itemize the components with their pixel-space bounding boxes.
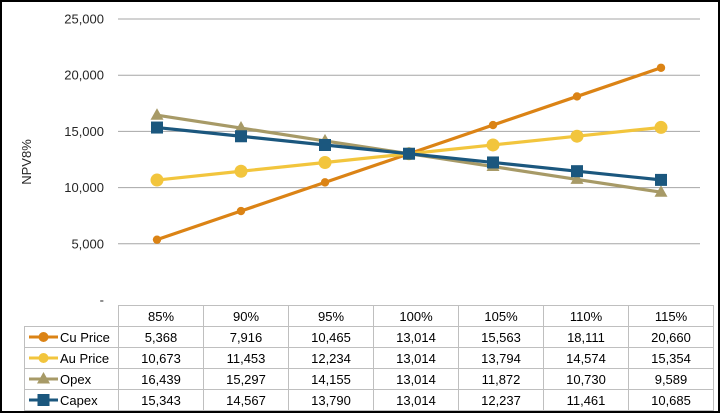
value-cell-capex-100%: 13,014: [373, 389, 459, 411]
column-header-90%: 90%: [203, 305, 289, 327]
y-axis-title: NPV8%: [19, 139, 34, 185]
value-cell-opex-110%: 10,730: [543, 368, 629, 390]
y-tick-label: 15,000: [64, 124, 104, 139]
marker-capex-95%: [319, 139, 331, 152]
marker-opex-85%: [150, 108, 164, 120]
column-header-95%: 95%: [288, 305, 374, 327]
y-tick-label: -: [100, 293, 104, 308]
value-cell-capex-105%: 12,237: [458, 389, 544, 411]
legend-cell-au-price: Au Price: [24, 347, 119, 369]
value-cell-capex-85%: 15,343: [118, 389, 204, 411]
marker-opex-110%: [570, 172, 584, 184]
value-cell-au-price-100%: 13,014: [373, 347, 459, 369]
marker-cu-price-115%: [656, 63, 666, 72]
marker-capex-110%: [571, 165, 583, 178]
marker-cu-price-110%: [572, 92, 582, 101]
marker-au-price-90%: [234, 164, 248, 178]
y-tick-label: 20,000: [64, 68, 104, 83]
value-cell-au-price-115%: 15,354: [628, 347, 714, 369]
value-cell-capex-110%: 11,461: [543, 389, 629, 411]
chart-data-table: 85% 90% 95% 100% 105% 110% 115% Cu Price 5,368 7,…: [24, 305, 714, 411]
marker-au-price-95%: [318, 155, 332, 169]
value-cell-opex-115%: 9,589: [628, 368, 714, 390]
value-cell-au-price-85%: 10,673: [118, 347, 204, 369]
value-cell-au-price-105%: 13,794: [458, 347, 544, 369]
marker-capex-85%: [151, 121, 163, 134]
value-cell-opex-100%: 13,014: [373, 368, 459, 390]
value-cell-au-price-110%: 14,574: [543, 347, 629, 369]
marker-cu-price-90%: [236, 206, 246, 216]
column-header-110%: 110%: [543, 305, 629, 327]
series-label: Cu Price: [60, 329, 110, 345]
value-cell-opex-105%: 11,872: [458, 368, 544, 390]
marker-capex-115%: [655, 173, 667, 186]
column-header-105%: 105%: [458, 305, 544, 327]
value-cell-cu-price-115%: 20,660: [628, 326, 714, 348]
value-cell-cu-price-100%: 13,014: [373, 326, 459, 348]
legend-entry: Capex: [26, 391, 118, 410]
marker-capex-90%: [235, 130, 247, 143]
y-tick-label: 5,000: [71, 236, 104, 251]
table-row-au-price: Au Price 10,673 11,453 12,234 13,014 13,794 14…: [24, 347, 714, 369]
series-label: Capex: [60, 392, 98, 408]
marker-au-price-85%: [150, 173, 164, 187]
legend-key-opex-icon: [29, 372, 58, 384]
legend-entry: Opex: [26, 370, 118, 389]
value-cell-cu-price-85%: 5,368: [118, 326, 204, 348]
value-cell-opex-95%: 14,155: [288, 368, 374, 390]
marker-au-price-105%: [486, 138, 500, 152]
value-cell-cu-price-90%: 7,916: [203, 326, 289, 348]
column-header-100%: 100%: [373, 305, 459, 327]
legend-key-capex-icon: [29, 394, 58, 406]
value-cell-au-price-90%: 11,453: [203, 347, 289, 369]
table-row-opex: Opex 16,439 15,297 14,155 13,014 11,872 10,730…: [24, 368, 714, 390]
chart-data-table-body: 85% 90% 95% 100% 105% 110% 115% Cu Price 5,368 7,…: [24, 305, 714, 411]
value-cell-au-price-95%: 12,234: [288, 347, 374, 369]
series-capex: [151, 121, 667, 186]
legend-key-au-price-icon: [29, 353, 58, 363]
column-header-85%: 85%: [118, 305, 204, 327]
legend-marker: [37, 372, 50, 384]
y-tick-label: 25,000: [64, 12, 104, 27]
legend-cell-opex: Opex: [24, 368, 119, 390]
marker-cu-price-105%: [488, 120, 498, 130]
marker-opex-90%: [234, 121, 248, 133]
series-label: Opex: [60, 371, 92, 387]
legend-cell-capex: Capex: [24, 389, 119, 411]
legend-entry: Cu Price: [26, 328, 118, 347]
series-label: Au Price: [60, 350, 110, 366]
marker-au-price-115%: [654, 120, 668, 134]
legend-entry: Au Price: [26, 349, 118, 368]
value-cell-capex-90%: 14,567: [203, 389, 289, 411]
legend-marker: [38, 353, 49, 363]
table-row-capex: Capex 15,343 14,567 13,790 13,014 12,237 11,46…: [24, 389, 714, 411]
value-cell-opex-85%: 16,439: [118, 368, 204, 390]
value-cell-cu-price-110%: 18,111: [543, 326, 629, 348]
table-header-row: 85% 90% 95% 100% 105% 110% 115%: [25, 305, 714, 327]
marker-au-price-110%: [570, 129, 584, 143]
legend-cell-cu-price: Cu Price: [24, 326, 119, 348]
marker-cu-price-85%: [152, 235, 162, 244]
table-corner-blank: [25, 306, 119, 327]
legend-marker: [37, 394, 50, 406]
legend-key-cu-price-icon: [29, 332, 58, 342]
value-cell-cu-price-95%: 10,465: [288, 326, 374, 348]
y-tick-label: 10,000: [64, 180, 104, 195]
table-row-cu-price: Cu Price 5,368 7,916 10,465 13,014 15,563 18,1…: [24, 326, 714, 348]
legend-marker: [38, 332, 49, 342]
marker-cu-price-95%: [320, 178, 330, 187]
column-header-115%: 115%: [628, 305, 714, 327]
value-cell-capex-95%: 13,790: [288, 389, 374, 411]
value-cell-capex-115%: 10,685: [628, 389, 714, 411]
marker-opex-115%: [654, 185, 668, 197]
value-cell-opex-90%: 15,297: [203, 368, 289, 390]
value-cell-cu-price-105%: 15,563: [458, 326, 544, 348]
marker-capex-105%: [487, 156, 499, 169]
marker-capex-100%: [403, 147, 415, 160]
